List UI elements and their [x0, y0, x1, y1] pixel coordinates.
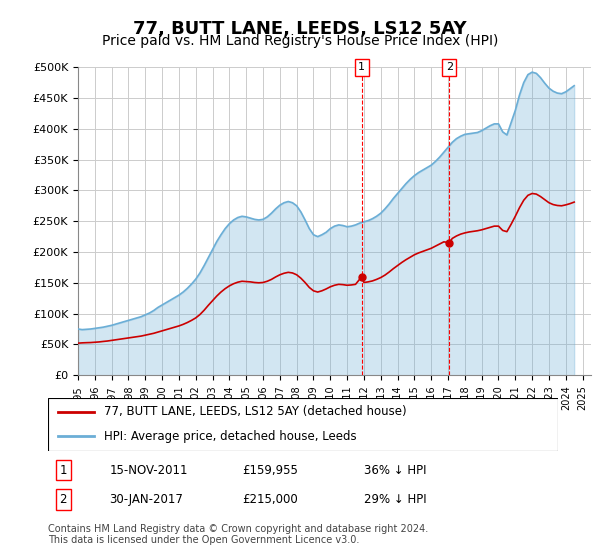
- Text: 77, BUTT LANE, LEEDS, LS12 5AY (detached house): 77, BUTT LANE, LEEDS, LS12 5AY (detached…: [104, 405, 407, 418]
- FancyBboxPatch shape: [48, 398, 558, 451]
- Text: HPI: Average price, detached house, Leeds: HPI: Average price, detached house, Leed…: [104, 430, 357, 443]
- Text: 30-JAN-2017: 30-JAN-2017: [109, 493, 183, 506]
- Text: 1: 1: [59, 464, 67, 477]
- Text: £159,955: £159,955: [242, 464, 298, 477]
- Text: 15-NOV-2011: 15-NOV-2011: [109, 464, 188, 477]
- Text: Price paid vs. HM Land Registry's House Price Index (HPI): Price paid vs. HM Land Registry's House …: [102, 34, 498, 48]
- Text: 2: 2: [59, 493, 67, 506]
- Text: 1: 1: [358, 62, 365, 72]
- Text: 29% ↓ HPI: 29% ↓ HPI: [364, 493, 427, 506]
- Text: 36% ↓ HPI: 36% ↓ HPI: [364, 464, 427, 477]
- Text: Contains HM Land Registry data © Crown copyright and database right 2024.
This d: Contains HM Land Registry data © Crown c…: [48, 524, 428, 545]
- Text: £215,000: £215,000: [242, 493, 298, 506]
- Text: 77, BUTT LANE, LEEDS, LS12 5AY: 77, BUTT LANE, LEEDS, LS12 5AY: [133, 20, 467, 38]
- Text: 2: 2: [446, 62, 453, 72]
